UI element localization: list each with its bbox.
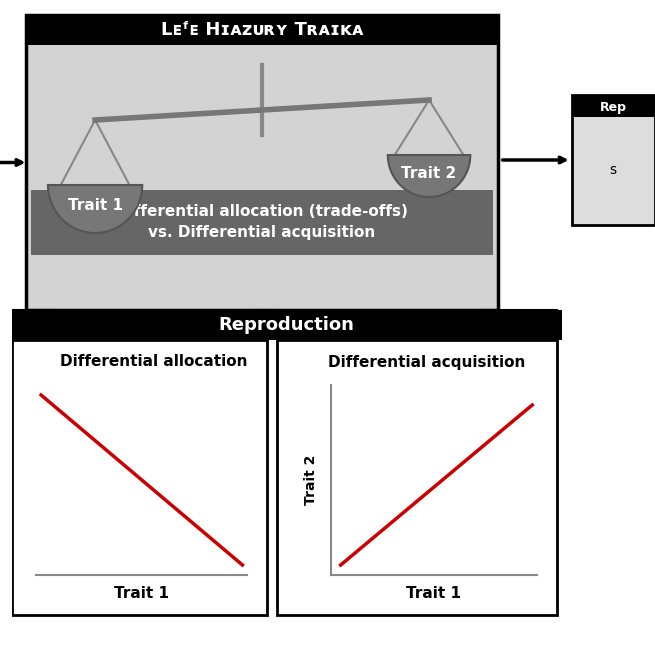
FancyBboxPatch shape bbox=[12, 340, 267, 615]
Text: Trait 1: Trait 1 bbox=[67, 198, 122, 212]
Text: Trait 2: Trait 2 bbox=[304, 455, 318, 505]
FancyBboxPatch shape bbox=[26, 15, 498, 310]
Text: Reproduction: Reproduction bbox=[219, 316, 354, 334]
FancyBboxPatch shape bbox=[26, 15, 498, 45]
Text: Differential acquisition: Differential acquisition bbox=[328, 354, 525, 369]
Text: Lᴇᶠᴇ Hɪᴀᴢᴜʀʏ Tʀᴀɪᴋᴀ: Lᴇᶠᴇ Hɪᴀᴢᴜʀʏ Tʀᴀɪᴋᴀ bbox=[160, 21, 364, 39]
Text: Trait 2: Trait 2 bbox=[402, 166, 457, 181]
Text: Trait 1: Trait 1 bbox=[114, 586, 169, 601]
FancyBboxPatch shape bbox=[572, 95, 655, 117]
Wedge shape bbox=[48, 185, 142, 233]
Text: Rep: Rep bbox=[600, 102, 627, 115]
Text: Differential allocation: Differential allocation bbox=[60, 354, 248, 369]
Text: Trait 1: Trait 1 bbox=[407, 586, 462, 601]
Wedge shape bbox=[388, 155, 470, 197]
FancyBboxPatch shape bbox=[572, 95, 655, 225]
FancyBboxPatch shape bbox=[31, 190, 493, 255]
FancyBboxPatch shape bbox=[277, 340, 557, 615]
Text: Differential allocation (trade-offs)
vs. Differential acquisition: Differential allocation (trade-offs) vs.… bbox=[116, 204, 408, 240]
FancyBboxPatch shape bbox=[12, 310, 562, 340]
Text: s: s bbox=[610, 163, 617, 177]
